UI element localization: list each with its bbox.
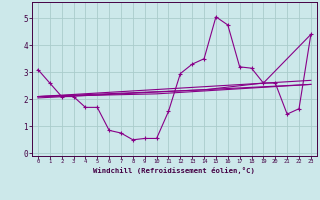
X-axis label: Windchill (Refroidissement éolien,°C): Windchill (Refroidissement éolien,°C): [93, 167, 255, 174]
